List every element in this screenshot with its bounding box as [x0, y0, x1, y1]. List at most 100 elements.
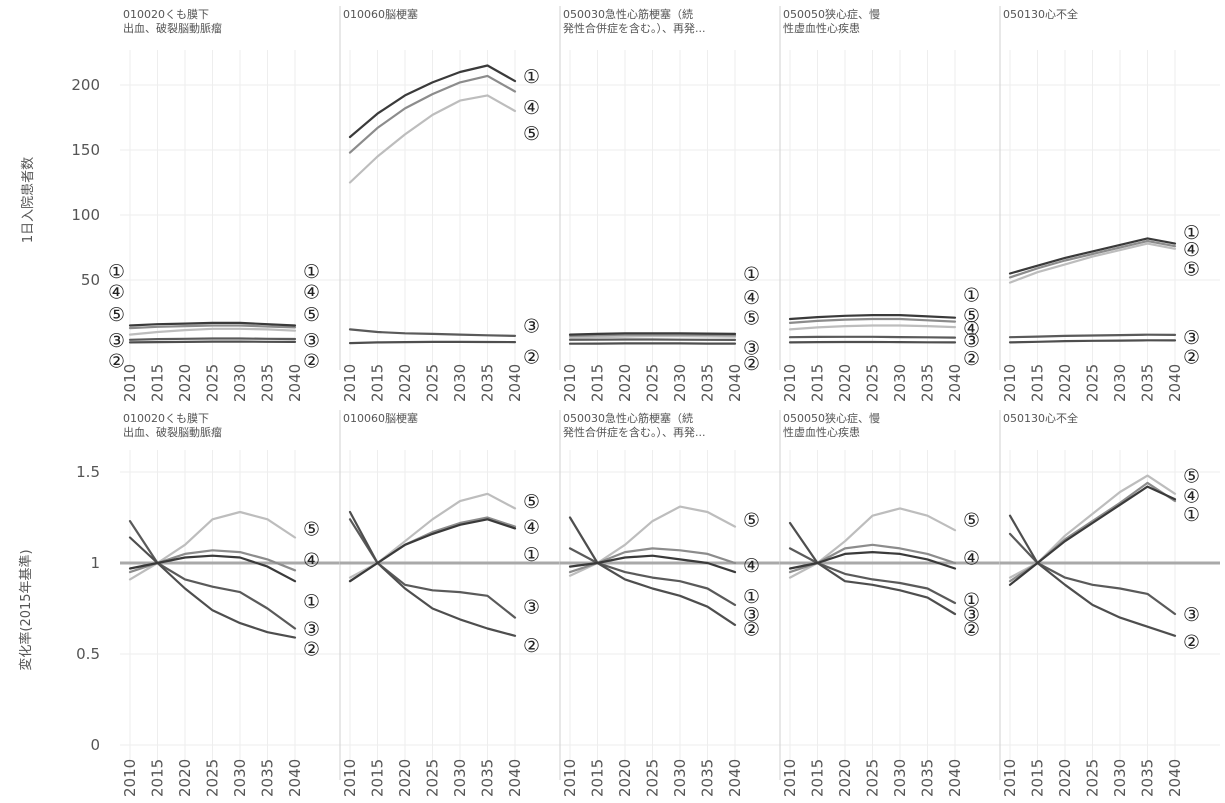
x-tick-label: 2015: [809, 364, 827, 402]
series-label: ③: [523, 316, 540, 338]
x-tick-label: 2040: [1166, 759, 1184, 797]
series-label: ②: [523, 347, 540, 369]
x-tick-label: 2015: [369, 759, 387, 797]
x-tick-label: 2025: [864, 364, 882, 402]
x-tick-label: 2010: [561, 364, 579, 402]
series-line-①: [568, 332, 737, 336]
series-label: ③: [303, 330, 320, 352]
x-tick-label: 2040: [1166, 364, 1184, 402]
panel-title-line: 発性合併症を含む。）、再発...: [563, 21, 706, 35]
x-tick-label: 2035: [699, 364, 717, 402]
series-line-③: [1008, 333, 1177, 339]
series-label: ④: [963, 548, 980, 570]
series-line-②: [128, 340, 297, 344]
x-tick-label: 2030: [1111, 759, 1129, 797]
series-line-⑤: [128, 327, 297, 336]
series-label: ③: [963, 330, 980, 352]
series-label: ⑤: [743, 308, 760, 330]
x-tick-label: 2040: [286, 364, 304, 402]
y-tick-label: 50: [81, 271, 100, 289]
series-label: ③: [303, 619, 320, 641]
series-label-left: ②: [108, 351, 125, 373]
panel-title-line: 出血、破裂脳動脈瘤: [123, 21, 222, 35]
series-label-left: ①: [108, 261, 125, 283]
series-label: ③: [743, 338, 760, 360]
series-label: ③: [1183, 327, 1200, 349]
series-label: ①: [303, 261, 320, 283]
x-tick-label: 2020: [1056, 364, 1074, 402]
x-tick-label: 2010: [341, 759, 359, 797]
x-tick-label: 2020: [396, 364, 414, 402]
series-label: ④: [523, 517, 540, 539]
x-tick-label: 2025: [864, 759, 882, 797]
x-tick-label: 2010: [1001, 759, 1019, 797]
x-tick-label: 2010: [561, 759, 579, 797]
panel-row1-1: 010020くも膜下出血、破裂脳動脈瘤 ①④⑤ ③② 2010 2015 2020 2025…: [120, 8, 340, 402]
series-line-④: [128, 324, 297, 330]
series-line-①: [788, 550, 957, 570]
panel-row2-4: 050050狭心症、慢性虚血性心疾患 ⑤ ④ ①③② 2010 2015 2020 2025 2…: [779, 410, 1000, 797]
panel-title: 050030急性心筋梗塞（続発性合併症を含む。）、再発...: [563, 7, 706, 35]
y-tick-label: 1: [90, 554, 100, 572]
series-line-③: [348, 328, 517, 337]
series-line-①: [1008, 485, 1177, 586]
y-axis-label-row1: 1日入院患者数: [21, 157, 36, 243]
series-label: ①: [523, 66, 540, 88]
series-label: ①: [743, 586, 760, 608]
panel-title-line: 発性合併症を含む。）、再発...: [563, 425, 706, 439]
panel-title-line: 性虚血性心疾患: [783, 425, 860, 439]
series-line-①: [128, 321, 297, 327]
series-label: ③: [963, 604, 980, 626]
series-label: ②: [1183, 347, 1200, 369]
panel-title-line: 性虚血性心疾患: [783, 21, 860, 35]
series-label: ①: [303, 591, 320, 613]
x-tick-label: 2015: [149, 759, 167, 797]
series-label: ②: [963, 619, 980, 641]
panel-title-line: 050130心不全: [1003, 411, 1078, 425]
x-tick-label: 2025: [1084, 364, 1102, 402]
x-tick-label: 2040: [286, 759, 304, 797]
x-tick-label: 2035: [1139, 364, 1157, 402]
series-label: ④: [743, 555, 760, 577]
x-tick-label: 2035: [919, 364, 937, 402]
x-tick-label: 2035: [699, 759, 717, 797]
series-label: ⑤: [303, 304, 320, 326]
series-label: ①: [963, 589, 980, 611]
x-tick-label: 2020: [1056, 759, 1074, 797]
y-tick-label: 100: [71, 206, 100, 224]
series-label: ⑤: [963, 305, 980, 327]
x-tick-label: 2015: [1029, 759, 1047, 797]
x-tick-label: 2025: [644, 364, 662, 402]
panel-title-line: 010060脳梗塞: [343, 411, 418, 425]
x-tick-label: 2010: [781, 364, 799, 402]
panel-title-line: 050030急性心筋梗塞（続: [563, 411, 693, 425]
series-label: ⑤: [303, 518, 320, 540]
x-tick-label: 2025: [644, 759, 662, 797]
series-label: ⑤: [523, 123, 540, 145]
series-label: ②: [963, 348, 980, 370]
series-label: ①: [1183, 504, 1200, 526]
series-label: ⑤: [743, 509, 760, 531]
x-tick-label: 2020: [396, 759, 414, 797]
series-label: ⑤: [1183, 466, 1200, 488]
x-tick-label: 2030: [671, 364, 689, 402]
series-label: ④: [743, 287, 760, 309]
x-tick-label: 2020: [616, 364, 634, 402]
panel-title-line: 050130心不全: [1003, 7, 1078, 21]
x-tick-label: 2035: [479, 759, 497, 797]
series-line-⑤: [1008, 242, 1177, 284]
series-line-③: [128, 337, 297, 341]
y-tick-label: 1.5: [76, 463, 100, 481]
y-tick-label: 150: [71, 141, 100, 159]
x-tick-label: 2020: [836, 759, 854, 797]
x-tick-label: 2030: [231, 759, 249, 797]
x-tick-label: 2025: [1084, 759, 1102, 797]
panel-row1-3: 050030急性心筋梗塞（続発性合併症を含む。）、再発... ①④⑤ ③② 2010 2…: [559, 6, 780, 402]
x-tick-label: 2010: [121, 759, 139, 797]
series-label: ⑤: [963, 509, 980, 531]
x-tick-label: 2040: [506, 759, 524, 797]
series-line-⑤: [788, 324, 957, 331]
x-tick-label: 2020: [616, 759, 634, 797]
panel-title: 050050狭心症、慢性虚血性心疾患: [783, 411, 880, 439]
series-label: ②: [743, 353, 760, 375]
